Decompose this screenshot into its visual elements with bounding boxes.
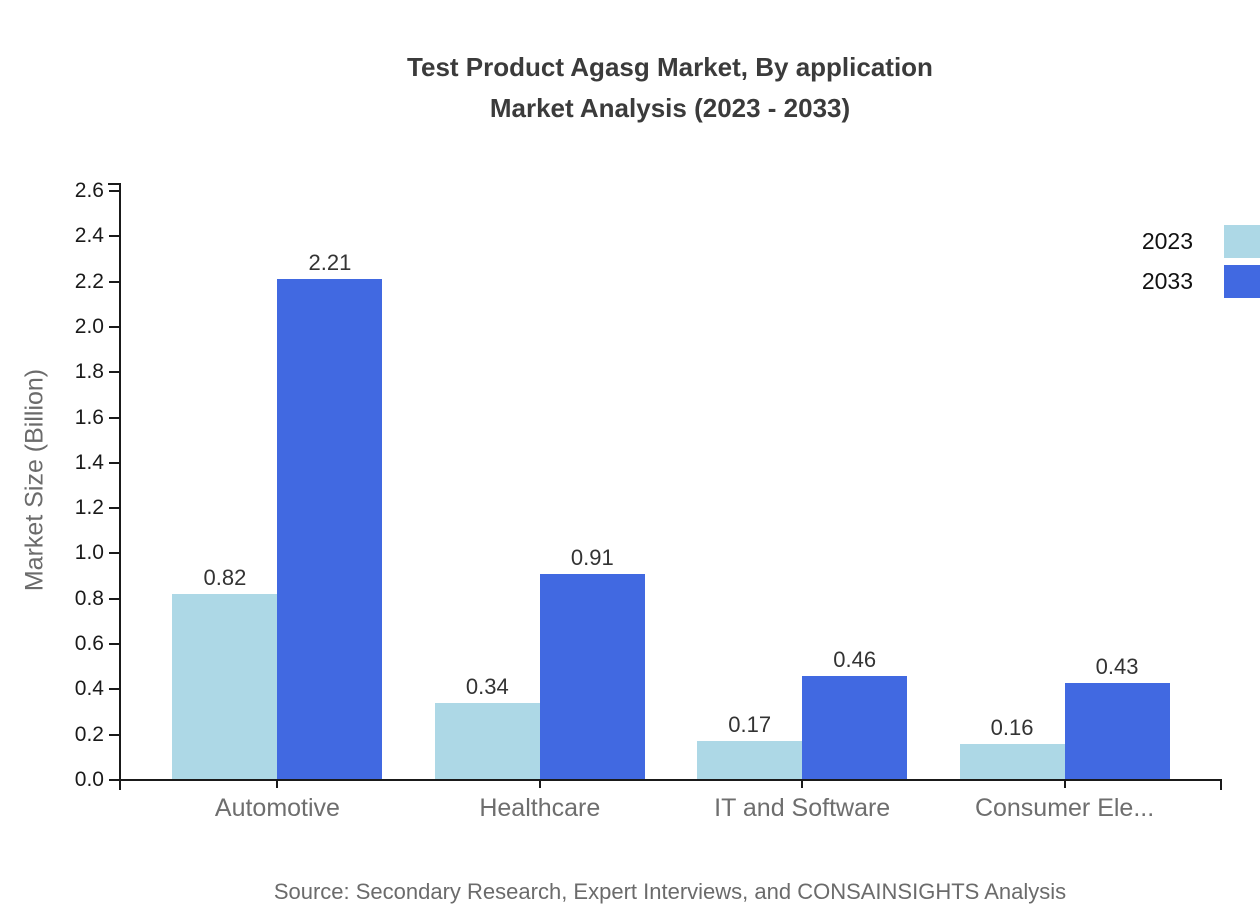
source-note: Source: Secondary Research, Expert Inter… xyxy=(273,879,1067,904)
x-tick-label: Consumer Ele... xyxy=(974,794,1155,822)
y-tick-label: 0.0 xyxy=(74,768,104,791)
y-tick-label: 1.2 xyxy=(74,496,104,520)
bar-value-label-2033-it-and-software: 0.46 xyxy=(833,646,877,672)
y-tick-label: 1.0 xyxy=(74,541,104,565)
bar-2023-healthcare xyxy=(434,702,540,780)
y-tick xyxy=(109,552,120,555)
y-tick-label: 2.0 xyxy=(74,314,104,338)
y-tick-label: 1.6 xyxy=(74,405,104,429)
bar-2033-automotive xyxy=(277,279,383,780)
y-tick xyxy=(109,371,120,374)
legend-label-2033: 2033 xyxy=(1141,267,1193,294)
x-tick-label: Healthcare xyxy=(479,794,601,822)
y-tick-label: 0.2 xyxy=(74,722,104,746)
x-tick-label: Automotive xyxy=(214,794,340,822)
bar-value-label-2033-healthcare: 0.91 xyxy=(570,544,614,570)
bar-value-label-2023-it-and-software: 0.17 xyxy=(728,712,772,738)
y-tick-label: 2.6 xyxy=(74,179,104,202)
y-tick xyxy=(109,643,120,646)
bar-value-label-2033-automotive: 2.21 xyxy=(308,250,352,276)
legend-item-2023: 2023 xyxy=(1142,221,1260,261)
y-tick xyxy=(109,190,120,192)
bar-2033-healthcare xyxy=(539,573,645,780)
x-tick xyxy=(801,779,804,788)
bar-value-label-2023-healthcare: 0.34 xyxy=(465,673,509,699)
y-tick xyxy=(109,688,120,691)
y-tick-label: 0.6 xyxy=(74,632,104,656)
y-tick xyxy=(109,733,120,736)
y-tick-label: 2.2 xyxy=(74,269,104,293)
chart-title: Test Product Agasg Market, By applicatio… xyxy=(80,47,1260,129)
legend-swatch-2023 xyxy=(1224,224,1260,258)
y-tick xyxy=(109,507,120,510)
x-axis-right-end-tick xyxy=(1220,779,1222,790)
x-axis-left-end-tick xyxy=(119,779,121,790)
x-axis-spine xyxy=(110,779,1222,781)
x-tick xyxy=(1063,779,1066,788)
bar-2033-it-and-software xyxy=(802,675,908,780)
x-tick-label: IT and Software xyxy=(714,794,891,822)
y-tick xyxy=(109,416,120,419)
legend-swatch-2033 xyxy=(1224,264,1260,298)
y-tick-label: 0.8 xyxy=(74,586,104,610)
chart-title-line1: Test Product Agasg Market, By applicatio… xyxy=(407,52,933,82)
bar-value-label-2023-automotive: 0.82 xyxy=(203,565,247,591)
y-tick xyxy=(109,461,120,464)
bar-2023-automotive xyxy=(172,594,278,780)
y-axis-top-cap xyxy=(108,183,121,185)
y-tick-label: 1.4 xyxy=(74,450,104,474)
bar-2023-consumer-ele xyxy=(959,743,1065,780)
legend: 2023 2033 xyxy=(1142,221,1260,301)
bar-2033-consumer-ele xyxy=(1064,682,1170,780)
y-tick-label: 1.8 xyxy=(74,360,104,384)
y-tick xyxy=(109,325,120,328)
chart-title-line2: Market Analysis (2023 - 2033) xyxy=(489,93,851,123)
legend-item-2033: 2033 xyxy=(1142,261,1260,301)
y-tick xyxy=(109,235,120,238)
bar-2023-it-and-software xyxy=(697,741,803,780)
x-tick xyxy=(276,779,279,788)
legend-label-2023: 2023 xyxy=(1141,227,1193,254)
bar-value-label-2023-consumer-ele: 0.16 xyxy=(990,714,1034,740)
bar-value-label-2033-consumer-ele: 0.43 xyxy=(1095,653,1139,679)
y-tick-label: 2.4 xyxy=(74,224,104,248)
y-tick xyxy=(109,280,120,283)
y-tick-label: 0.4 xyxy=(74,677,104,701)
y-tick xyxy=(109,597,120,600)
y-tick xyxy=(109,779,120,781)
y-axis-spine xyxy=(119,183,121,790)
x-tick xyxy=(538,779,541,788)
